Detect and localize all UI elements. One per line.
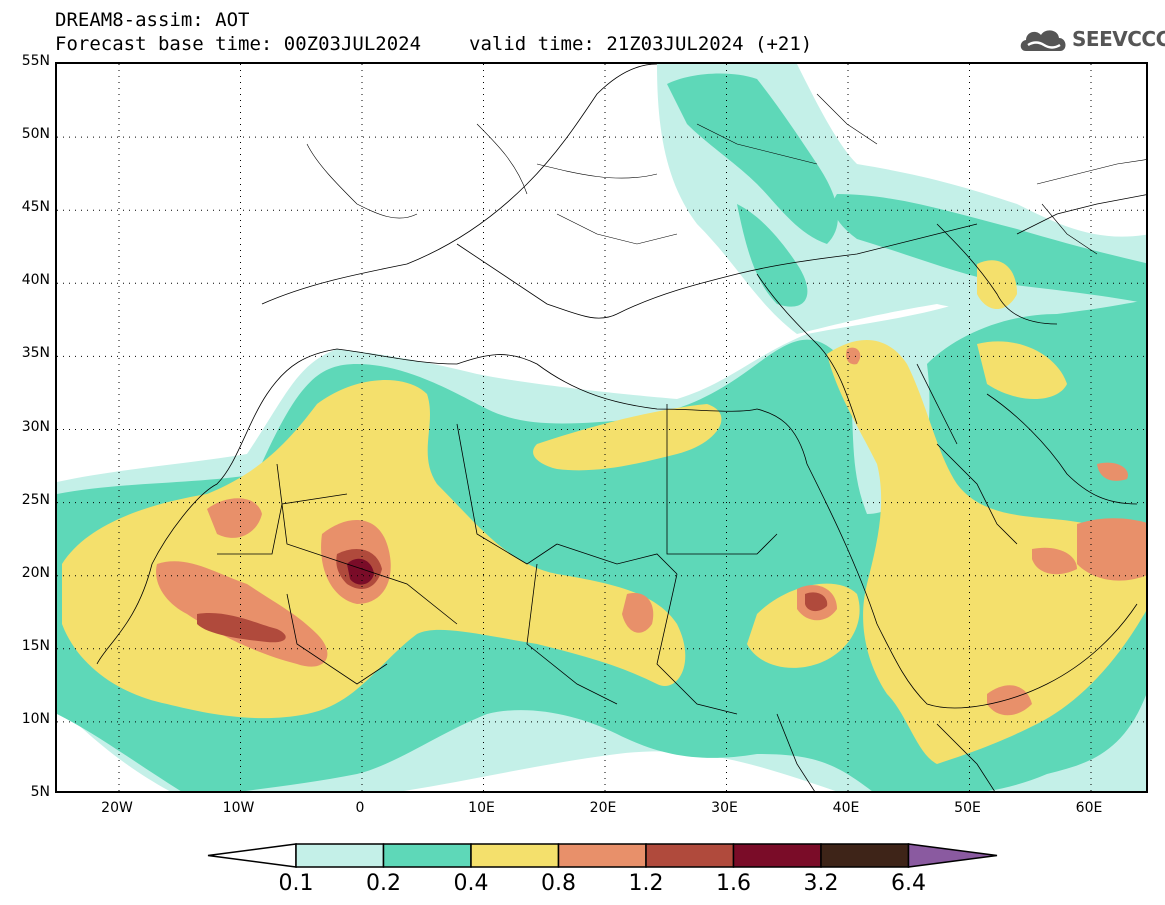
- colorbar-segment: [645, 843, 735, 868]
- colorbar-tick-label: 1.2: [628, 871, 664, 896]
- logo-text: SEEVCCC: [1072, 27, 1165, 51]
- lat-tick-label: 25N: [21, 491, 50, 508]
- colorbar-segment: [557, 843, 647, 868]
- lon-tick-label: 10W: [222, 800, 255, 816]
- chart-title: DREAM8-assim: AOT: [55, 9, 250, 31]
- chart-subtitle: Forecast base time: 00Z03JUL2024 valid ti…: [55, 33, 812, 55]
- colorbar-tick-label: 0.8: [541, 871, 576, 896]
- colorbar-under-triangle: [207, 843, 297, 868]
- lon-tick-label: 20W: [101, 800, 133, 816]
- lon-tick-label: 50E: [954, 800, 981, 816]
- colorbar-tick-label: 0.4: [453, 871, 489, 896]
- colorbar-tick-label: 3.2: [803, 871, 839, 896]
- valid-time: valid time: 21Z03JUL2024 (+21): [469, 33, 813, 55]
- lat-tick-label: 35N: [21, 345, 50, 362]
- country-borders: [306, 93, 1146, 255]
- colorbar-tick-label: 0.2: [366, 871, 401, 896]
- lon-tick-label: 0: [355, 800, 365, 816]
- aot-contour-1-6: [347, 558, 374, 585]
- colorbar-segment: [382, 843, 472, 868]
- colorbar-tick-label: 6.4: [891, 871, 926, 896]
- colorbar-segment: [295, 843, 385, 868]
- graticule: [57, 64, 1146, 791]
- lat-tick-label: 30N: [21, 418, 50, 435]
- lon-tick-label: 30E: [711, 800, 738, 816]
- lat-tick-label: 5N: [30, 784, 50, 800]
- lat-tick-label: 20N: [21, 564, 50, 581]
- colorbar-segment: [732, 843, 822, 868]
- lon-tick-label: 10E: [468, 800, 495, 816]
- map-panel: [55, 62, 1148, 793]
- colorbar-segment: [820, 843, 910, 868]
- lat-tick-label: 45N: [21, 199, 50, 216]
- colorbar-over-triangle: [907, 843, 998, 868]
- colorbar-segment: [470, 843, 560, 868]
- lat-tick-label: 15N: [21, 637, 50, 654]
- lon-tick-label: 20E: [589, 800, 617, 816]
- coastlines: [96, 64, 1146, 791]
- lat-tick-label: 50N: [21, 126, 50, 143]
- seevccc-logo: SEEVCCC: [1018, 22, 1165, 56]
- cloud-logo-icon: [1020, 30, 1066, 51]
- lon-tick-label: 40E: [832, 800, 860, 816]
- lon-tick-label: 60E: [1075, 800, 1103, 816]
- colorbar-tick-label: 1.6: [716, 871, 751, 896]
- lat-tick-label: 55N: [21, 53, 50, 69]
- aot-map: [57, 64, 1146, 791]
- base-time: Forecast base time: 00Z03JUL2024: [55, 33, 422, 55]
- lat-tick-label: 10N: [21, 710, 50, 727]
- colorbar-tick-label: 0.1: [278, 871, 314, 896]
- lat-tick-label: 40N: [21, 272, 50, 289]
